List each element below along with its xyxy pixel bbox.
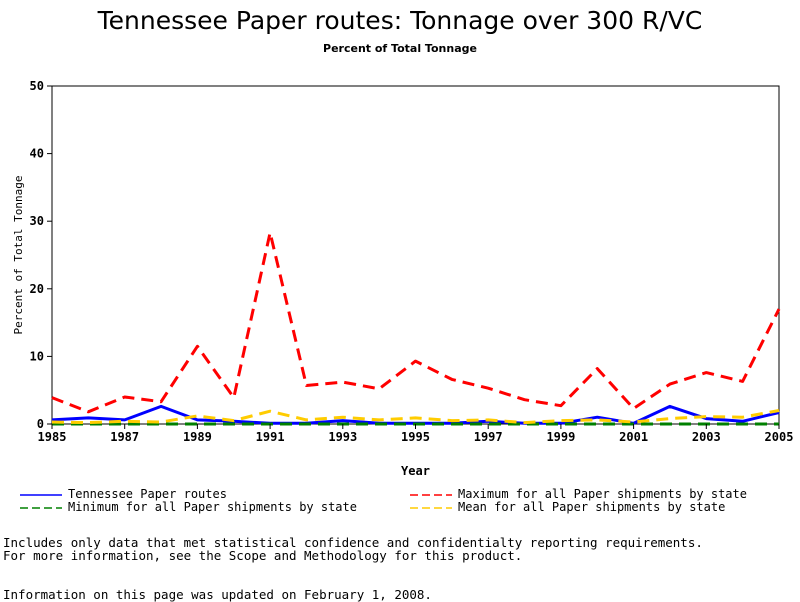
y-tick-label: 50 — [30, 79, 44, 93]
y-axis-label: Percent of Total Tonnage — [12, 176, 25, 335]
legend-swatch-dashed-red — [410, 493, 452, 496]
x-tick-label: 1989 — [183, 430, 212, 444]
plot-frame — [51, 85, 780, 425]
x-tick-label: 1999 — [546, 430, 575, 444]
y-tick-label: 30 — [30, 214, 44, 228]
line-chart: 0 10 20 30 40 50 1985 1987 1989 1991 1993 1995 1997 1… — [12, 79, 794, 478]
legend-item-minimum: Minimum for all Paper shipments by state — [20, 500, 357, 514]
x-tick-label: 2001 — [619, 430, 648, 444]
x-tick-label: 2003 — [692, 430, 721, 444]
x-tick-label: 1987 — [110, 430, 139, 444]
update-notice: Information on this page was updated on … — [3, 587, 432, 602]
x-tick-label: 1997 — [474, 430, 503, 444]
x-axis-label: Year — [401, 464, 430, 478]
legend-swatch-solid-blue — [20, 493, 62, 496]
y-tick-label: 20 — [30, 282, 44, 296]
chart-subtitle: Percent of Total Tonnage — [323, 42, 477, 55]
legend-swatch-dashed-yellow — [410, 506, 452, 509]
chart-title: Tennessee Paper routes: Tonnage over 300… — [97, 6, 703, 35]
x-tick-label: 1993 — [328, 430, 357, 444]
x-tick-label: 1995 — [401, 430, 430, 444]
series-line-1 — [51, 231, 781, 414]
note-methodology: For more information, see the Scope and … — [3, 548, 523, 563]
legend-swatch-dashed-green — [20, 506, 62, 509]
legend-label: Mean for all Paper shipments by state — [458, 500, 726, 514]
series-line-0 — [51, 404, 780, 425]
x-tick-label: 1991 — [256, 430, 285, 444]
y-tick-label: 10 — [30, 349, 44, 363]
legend-item-tennessee: Tennessee Paper routes — [20, 487, 227, 501]
legend-item-maximum: Maximum for all Paper shipments by state — [410, 487, 747, 501]
legend-item-mean: Mean for all Paper shipments by state — [410, 500, 725, 514]
legend-label: Maximum for all Paper shipments by state — [458, 487, 747, 501]
series-line-3 — [51, 409, 780, 425]
legend-label: Minimum for all Paper shipments by state — [68, 500, 357, 514]
y-tick-label: 40 — [30, 147, 44, 161]
legend-label: Tennessee Paper routes — [68, 487, 227, 501]
x-tick-label: 2005 — [765, 430, 794, 444]
note-confidence: Includes only data that met statistical … — [3, 535, 703, 550]
y-tick-label: 0 — [37, 417, 44, 431]
x-tick-label: 1985 — [38, 430, 67, 444]
